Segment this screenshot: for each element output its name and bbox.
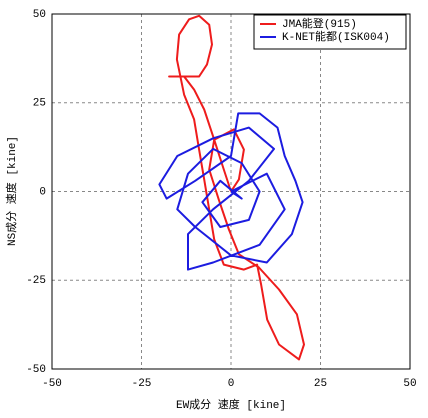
x-tick-label: 25 [314, 378, 327, 390]
legend-box [253, 14, 407, 50]
y-tick-label: -50 [26, 364, 46, 376]
y-tick-label: -25 [26, 275, 46, 287]
x-tick-label: 50 [403, 378, 416, 390]
y-axis-label: NS成分 速度 [kine] [4, 136, 19, 246]
legend-label: JMA能登(915) [282, 16, 357, 31]
series-line [168, 14, 305, 361]
x-tick-label: -50 [42, 378, 62, 390]
legend-label: K-NET能都(ISK004) [282, 29, 390, 44]
x-axis-label: EW成分 速度 [kine] [176, 397, 286, 412]
x-tick-label: 0 [228, 378, 235, 390]
x-tick-label: -25 [132, 378, 152, 390]
y-tick-label: 0 [39, 186, 46, 198]
y-tick-label: 25 [33, 98, 46, 110]
series-line [158, 112, 304, 271]
plot-frame [51, 13, 411, 370]
y-tick-label: 50 [33, 9, 46, 21]
